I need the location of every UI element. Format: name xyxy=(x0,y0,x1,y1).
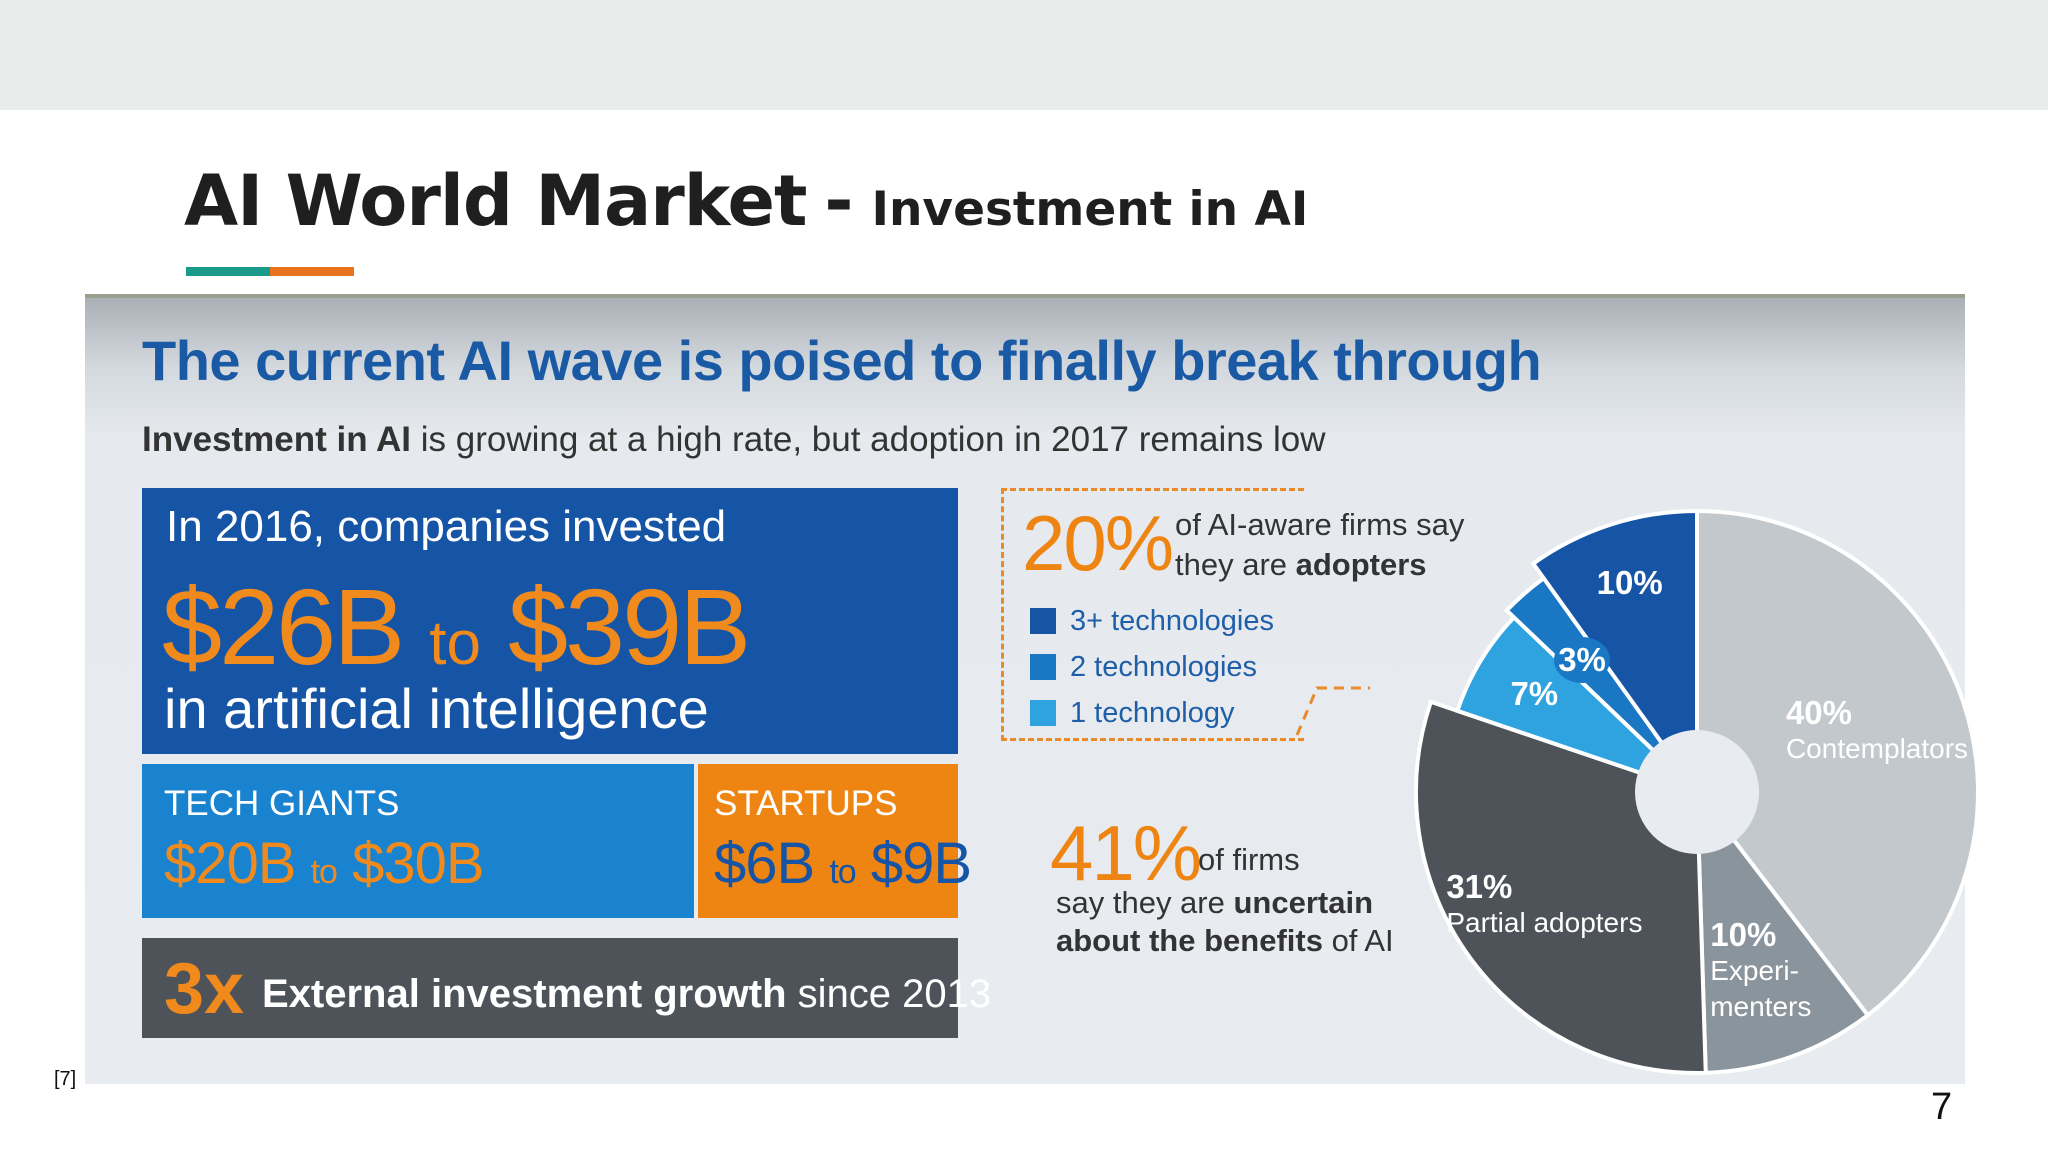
tech-giants-label: TECH GIANTS xyxy=(164,784,400,823)
growth-bold: External investment growth xyxy=(262,972,787,1016)
adopters-legend: 3+ technologies 2 technologies 1 technolog… xyxy=(1030,598,1274,736)
tech-giants-high: $30B xyxy=(352,831,484,896)
slide-title-main: AI World Market xyxy=(184,160,807,242)
uncertain-of: of firms xyxy=(1198,842,1300,877)
legend-item: 1 technology xyxy=(1030,690,1274,736)
infographic-headline: The current AI wave is poised to finally… xyxy=(142,329,1542,392)
investment-box: In 2016, companies invested $26B to $39B… xyxy=(142,488,958,754)
pie-label-3-technologies: 10% xyxy=(1596,563,1663,601)
pie-slice-1-technology xyxy=(1454,614,1699,794)
investment-low: $26B xyxy=(162,566,405,687)
growth-text: External investment growth since 2013 xyxy=(262,972,991,1017)
page-number: 7 xyxy=(1931,1086,1953,1128)
adopters-percent: 20% xyxy=(1022,499,1174,587)
legend-label: 3+ technologies xyxy=(1070,604,1274,637)
tech-giants-to: to xyxy=(310,853,338,891)
legend-item: 2 technologies xyxy=(1030,644,1274,690)
growth-multiplier: 3x xyxy=(164,949,245,1029)
tech-giants-low: $20B xyxy=(164,831,296,896)
pie-label-experimenters: 10% Experi-menters xyxy=(1710,915,1812,1022)
startups-value: $6B to $9B xyxy=(714,830,972,897)
infographic-panel: The current AI wave is poised to finally… xyxy=(85,294,1980,1084)
adopters-callout-border xyxy=(1001,488,1304,741)
slide-title-separator: - xyxy=(824,160,854,242)
legend-label: 1 technology xyxy=(1070,696,1235,729)
slide-title: AI World Market - Investment in AI xyxy=(184,160,1308,250)
legend-swatch xyxy=(1030,700,1056,726)
investment-line1: In 2016, companies invested xyxy=(166,502,727,551)
uncertain-line1-bold: uncertain xyxy=(1233,885,1374,920)
startups-label: STARTUPS xyxy=(714,784,898,823)
uncertain-percent: 41% xyxy=(1050,809,1202,897)
pie-label-contemplators: 40% Contemplators xyxy=(1785,694,1969,765)
startups-to: to xyxy=(829,853,856,891)
growth-rest: since 2013 xyxy=(786,972,992,1016)
pie-slice-3-technologies xyxy=(1530,508,1699,799)
pie-center-hole xyxy=(1635,730,1759,854)
legend-swatch xyxy=(1030,608,1056,634)
investment-line3: in artificial intelligence xyxy=(164,677,709,740)
growth-box: 3x External investment growth since 2013 xyxy=(142,938,991,1038)
citation-ref: [7] xyxy=(54,1068,77,1090)
uncertain-line2: about the benefits of AI xyxy=(1056,922,1394,960)
investment-amount: $26B to $39B xyxy=(162,564,751,689)
uncertain-line2-rest: of AI xyxy=(1322,923,1394,958)
investment-to: to xyxy=(429,609,481,678)
startups-box: STARTUPS $6B to $9B xyxy=(698,764,972,918)
investment-high: $39B xyxy=(507,566,751,687)
uncertain-text: say they are uncertain about the benefit… xyxy=(1056,884,1394,960)
title-underline-orange xyxy=(270,267,354,276)
top-band xyxy=(0,0,2048,110)
legend-swatch xyxy=(1030,654,1056,680)
dashed-connector xyxy=(1295,686,1370,736)
legend-item: 3+ technologies xyxy=(1030,598,1274,644)
tech-giants-box: TECH GIANTS $20B to $30B xyxy=(142,764,694,918)
subhead-bold: Investment in AI xyxy=(142,420,412,459)
adopters-text: of AI-aware firms say they are adopters xyxy=(1175,505,1464,585)
uncertain-line2-bold: about the benefits xyxy=(1056,923,1323,958)
adoption-pie-chart xyxy=(1295,508,1980,1075)
startups-high: $9B xyxy=(870,831,972,896)
slide-subtitle: Investment in AI xyxy=(871,182,1309,237)
pie-slice-partial-adopters xyxy=(1414,699,1708,1075)
pie-label-partial-adopters: 31% Partial adopters xyxy=(1446,868,1643,939)
tech-giants-value: $20B to $30B xyxy=(164,830,485,897)
pie-label-1-technology: 7% xyxy=(1510,674,1559,712)
adopters-line1: of AI-aware firms say xyxy=(1175,507,1465,542)
infographic-subhead: Investment in AI is growing at a high ra… xyxy=(142,420,1325,460)
subhead-rest: is growing at a high rate, but adoption … xyxy=(411,420,1326,459)
adopters-line2-bold: adopters xyxy=(1295,547,1427,582)
startups-low: $6B xyxy=(714,831,815,896)
pie-slice-experimenters xyxy=(1694,785,1871,1075)
uncertain-line1: say they are uncertain xyxy=(1056,884,1394,922)
adopters-line2: they are adopters xyxy=(1175,545,1464,585)
title-underline-teal xyxy=(186,267,270,276)
pie-label-2-technologies: 3% xyxy=(1554,636,1610,683)
uncertain-line1-pre: say they are xyxy=(1056,885,1234,920)
legend-label: 2 technologies xyxy=(1070,650,1258,683)
adopters-line2-pre: they are xyxy=(1175,547,1296,582)
pie-slice-contemplators xyxy=(1695,508,1980,1018)
